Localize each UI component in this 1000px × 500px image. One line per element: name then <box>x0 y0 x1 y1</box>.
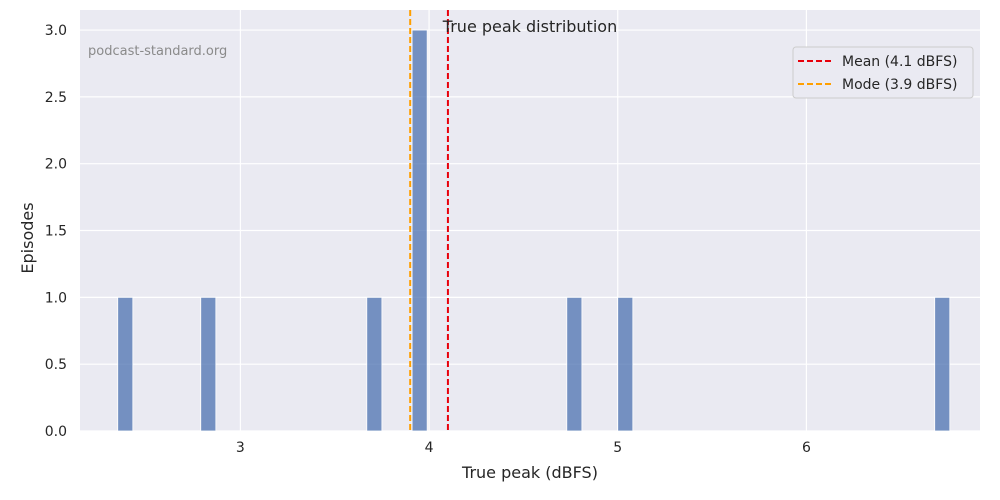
legend-mode-label: Mode (3.9 dBFS) <box>842 77 957 93</box>
chart-title: True peak distribution <box>442 17 617 36</box>
y-tick-label: 0.5 <box>45 357 67 373</box>
reference-lines <box>409 10 449 431</box>
histogram-bars <box>117 29 951 432</box>
x-tick-label: 3 <box>236 440 245 456</box>
y-tick-label: 2.5 <box>45 90 67 106</box>
x-tick-label: 5 <box>613 440 622 456</box>
y-tick-label: 3.0 <box>45 23 67 39</box>
histogram-bar <box>411 29 428 432</box>
y-tick-label: 2.0 <box>45 157 67 173</box>
y-tick-label: 1.5 <box>45 224 67 240</box>
histogram-bar <box>566 296 583 432</box>
y-tick-labels: 0.0 0.5 1.0 1.5 2.0 2.5 3.0 <box>45 23 67 440</box>
y-axis-label: Episodes <box>18 202 37 273</box>
histogram-bar <box>366 296 383 432</box>
x-tick-label: 4 <box>425 440 434 456</box>
legend-mean-label: Mean (4.1 dBFS) <box>842 54 957 70</box>
legend: Mean (4.1 dBFS) Mode (3.9 dBFS) <box>792 46 974 99</box>
legend-box <box>792 46 974 99</box>
histogram-bar <box>117 296 134 432</box>
histogram-bar <box>617 296 634 432</box>
histogram-bar <box>934 296 951 432</box>
y-tick-label: 1.0 <box>45 290 67 306</box>
histogram-bar <box>200 296 217 432</box>
watermark-text: podcast-standard.org <box>88 44 227 59</box>
y-tick-label: 0.0 <box>45 424 67 440</box>
x-axis-label: True peak (dBFS) <box>461 463 598 482</box>
x-tick-label: 6 <box>802 440 811 456</box>
x-tick-labels: 3 4 5 6 <box>236 440 811 456</box>
